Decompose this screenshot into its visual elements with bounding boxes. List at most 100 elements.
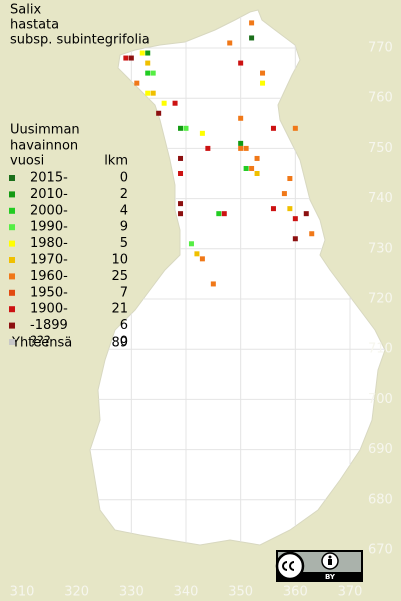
observations [123,20,315,287]
legend-count: 0 [120,171,128,186]
observation-square [145,60,151,66]
y-tick-label: 740 [368,191,393,206]
legend-total-label: Yhteensä [11,336,72,351]
observation-square [194,251,200,257]
legend-label: 1960- [30,269,68,284]
legend-count: 2 [120,187,128,202]
observation-square [145,90,151,96]
observation-square [150,70,156,76]
legend-label: ??? [30,335,51,350]
x-tick-label: 370 [338,585,363,600]
x-tick-label: 310 [10,585,35,600]
y-tick-label: 680 [368,492,393,507]
observation-square [156,110,162,116]
observation-square [287,176,293,182]
observation-square [270,206,276,212]
legend-count: 4 [120,203,128,218]
title-line: hastata [10,18,59,33]
legend-swatch [9,322,15,329]
legend-count: 9 [120,220,128,235]
observation-square [254,155,260,161]
observation-square [243,145,249,151]
legend-header: vuosi [10,154,44,169]
observation-square [238,145,244,151]
legend-swatch [9,191,15,198]
observation-square [210,281,216,287]
observation-square [221,211,227,217]
observation-square [238,140,244,146]
title-line: subsp. subintegrifolia [10,33,150,48]
observation-square [260,70,266,76]
observation-square [178,201,184,207]
legend-swatch [9,224,15,231]
cc-letters-icon [282,561,295,571]
license-badge: BY [275,550,363,582]
license-by: BY [325,573,336,581]
legend-count: 10 [111,253,128,268]
y-tick-label: 690 [368,442,393,457]
observation-square [178,125,184,131]
legend-label: 1900- [30,302,68,317]
observation-square [123,55,129,61]
legend-total-count: 89 [111,336,128,351]
y-tick-label: 750 [368,141,393,156]
observation-square [145,70,151,76]
x-tick-label: 350 [228,585,253,600]
legend-swatch [9,273,15,280]
observation-square [199,256,205,262]
observation-square [134,80,140,86]
legend-count: 5 [120,236,128,251]
observation-square [150,90,156,96]
legend-swatch [9,306,15,313]
observation-square [216,211,222,217]
legend-label: 1980- [30,236,68,251]
y-tick-label: 730 [368,241,393,256]
legend: Salix hastata subsp. subintegrifolia Uus… [9,3,150,351]
by-icon-head [328,555,332,559]
observation-square [238,60,244,66]
observation-square [287,206,293,212]
observation-square [249,20,255,26]
legend-swatch [9,175,15,181]
x-tick-label: 320 [64,585,89,600]
by-icon-body [328,559,332,565]
observation-square [128,55,134,61]
x-tick-label: 330 [119,585,144,600]
legend-count: 25 [111,269,128,284]
observation-square [303,211,309,217]
legend-swatch [9,207,15,214]
observation-square [178,155,184,161]
observation-square [178,211,184,217]
observation-square [178,171,184,176]
title-line: Salix [10,3,41,18]
legend-swatch [9,289,15,296]
observation-square [254,171,260,176]
legend-count-header: lkm [104,154,128,169]
legend-label: 1970- [30,253,68,268]
observation-square [270,125,276,131]
observation-square [199,130,205,136]
y-tick-label: 670 [368,543,393,558]
observation-square [292,236,298,242]
x-tick-label: 360 [283,585,308,600]
observation-square [205,145,211,151]
legend-count: 6 [120,318,128,333]
y-tick-label: 760 [368,91,393,106]
observation-square [183,125,189,131]
y-tick-label: 770 [368,41,393,56]
y-tick-label: 710 [368,342,393,357]
legend-header: Uusimman [10,123,80,138]
legend-count: 0 [120,335,128,350]
observation-square [249,35,255,41]
y-tick-label: 720 [368,292,393,307]
legend-count: 21 [111,302,128,317]
y-tick-label: 700 [368,392,393,407]
observation-square [243,165,249,171]
observation-square [227,40,233,46]
legend-label: 2010- [30,187,68,202]
legend-swatch [9,257,15,263]
observation-square [309,231,315,237]
observation-square [172,100,178,106]
legend-label: 2015- [30,171,68,186]
